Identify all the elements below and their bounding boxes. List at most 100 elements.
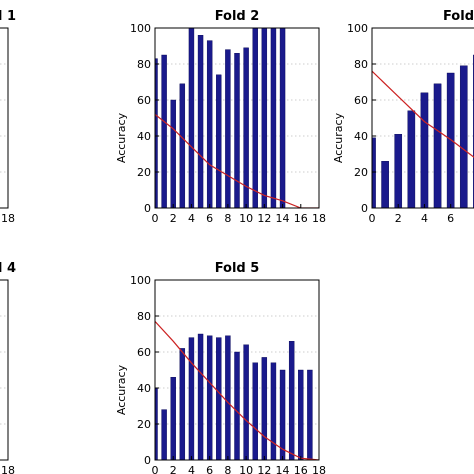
bar bbox=[459, 65, 468, 208]
y-tick-label: 80 bbox=[137, 310, 151, 323]
chart-panel-2: 0 2 4 6 8 10 12 14 16 18020406080100AccuracyFold … bbox=[115, 9, 326, 225]
bar bbox=[394, 133, 403, 208]
chart-title: d 1 bbox=[0, 9, 16, 24]
y-tick-label: 0 bbox=[144, 454, 151, 467]
chart-title: Fold 2 bbox=[215, 9, 260, 24]
plot-area bbox=[155, 320, 319, 460]
bar bbox=[188, 28, 195, 208]
trend-curve bbox=[155, 113, 319, 208]
bar bbox=[261, 28, 268, 208]
bar bbox=[446, 72, 455, 208]
bar bbox=[161, 54, 167, 208]
y-tick-label: 60 bbox=[137, 94, 151, 107]
plot-area bbox=[155, 28, 319, 208]
trend-curve bbox=[372, 70, 474, 158]
axes-frame bbox=[154, 27, 320, 209]
y-tick-label: 0 bbox=[144, 202, 151, 215]
chart-title: Fold bbox=[443, 9, 474, 24]
axes-frame bbox=[0, 279, 9, 461]
y-tick-label: 60 bbox=[137, 346, 151, 359]
chart-panel-1: 18 d 1 bbox=[0, 9, 16, 225]
bar bbox=[234, 53, 240, 208]
x-tick-label: 10 bbox=[239, 464, 253, 474]
bar bbox=[433, 83, 442, 208]
bar bbox=[243, 344, 249, 460]
x-tick-label: 0 bbox=[152, 212, 159, 225]
y-tick-label: 20 bbox=[137, 418, 151, 431]
bar bbox=[161, 409, 167, 460]
x-tick-label: 6 bbox=[206, 464, 213, 474]
axes-frame bbox=[154, 279, 320, 461]
bar bbox=[407, 110, 416, 208]
chart-panel-5: 0 2 4 6 8 10 12 14 16 18 0 20 40 60 80 100 Accuracy Fold … bbox=[115, 261, 326, 474]
chart-title: Fold 5 bbox=[215, 261, 260, 276]
y-tick-label: 60 bbox=[354, 94, 368, 107]
y-tick-label: 100 bbox=[130, 274, 151, 287]
x-tick-label: 2 bbox=[170, 212, 177, 225]
x-tick-label: 2 bbox=[170, 464, 177, 474]
bar bbox=[197, 35, 204, 208]
chart-panel-3: 02468020406080100AccuracyFold bbox=[332, 9, 474, 225]
bar bbox=[234, 351, 240, 460]
x-tick-label: 0 bbox=[152, 464, 159, 474]
y-tick-label: 0 bbox=[361, 202, 368, 215]
x-tick-label: 2 bbox=[395, 212, 402, 225]
bar bbox=[288, 341, 295, 460]
y-axis-label: Accuracy bbox=[115, 112, 128, 163]
x-tick-label: 8 bbox=[224, 464, 231, 474]
bar bbox=[216, 337, 222, 460]
x-tick-label: 16 bbox=[294, 464, 308, 474]
bar bbox=[225, 49, 231, 208]
bar bbox=[307, 369, 313, 460]
bar bbox=[298, 369, 304, 460]
axes-frame bbox=[371, 27, 474, 209]
y-tick-label: 40 bbox=[354, 130, 368, 143]
y-tick-label: 80 bbox=[137, 58, 151, 71]
bar bbox=[270, 28, 277, 208]
bar bbox=[279, 28, 286, 208]
x-tick-label: 4 bbox=[188, 212, 195, 225]
bar bbox=[252, 362, 258, 460]
x-tick-label: 6 bbox=[206, 212, 213, 225]
y-tick-label: 20 bbox=[354, 166, 368, 179]
x-tick-label: 12 bbox=[257, 212, 271, 225]
bar bbox=[206, 335, 213, 460]
bar bbox=[420, 92, 429, 208]
y-tick-label: 20 bbox=[137, 166, 151, 179]
bar bbox=[261, 357, 268, 460]
bar bbox=[381, 160, 389, 208]
x-tick-label: 6 bbox=[447, 212, 454, 225]
x-tick-label: 8 bbox=[224, 212, 231, 225]
bar bbox=[197, 333, 204, 460]
y-axis-label: Accuracy bbox=[332, 112, 345, 163]
x-tick-label: 0 bbox=[369, 212, 376, 225]
bar bbox=[188, 337, 195, 460]
x-tick-label: 4 bbox=[188, 464, 195, 474]
y-tick-label: 100 bbox=[347, 22, 368, 35]
bar bbox=[243, 47, 249, 208]
axes-frame bbox=[0, 27, 9, 209]
bar bbox=[179, 83, 186, 208]
x-tick-label: 16 bbox=[294, 212, 308, 225]
y-tick-label: 80 bbox=[354, 58, 368, 71]
x-tick-label: 4 bbox=[421, 212, 428, 225]
bar bbox=[252, 28, 258, 208]
bar bbox=[170, 377, 176, 460]
bar bbox=[225, 335, 231, 460]
bar bbox=[170, 99, 176, 208]
chart-title: d 4 bbox=[0, 261, 16, 276]
trend-curve bbox=[155, 320, 319, 460]
y-axis-label: Accuracy bbox=[115, 364, 128, 415]
x-tick-label: 18 bbox=[312, 212, 326, 225]
x-tick-label: 10 bbox=[239, 212, 253, 225]
bar bbox=[270, 362, 277, 460]
plot-area bbox=[372, 54, 474, 208]
bar bbox=[179, 348, 186, 460]
bar bbox=[279, 369, 286, 460]
chart-panel-4: 18 d 4 bbox=[0, 261, 16, 474]
x-tick-label: 18 bbox=[1, 212, 15, 225]
bar bbox=[372, 137, 376, 208]
x-tick-label: 18 bbox=[1, 464, 15, 474]
y-tick-label: 100 bbox=[130, 22, 151, 35]
